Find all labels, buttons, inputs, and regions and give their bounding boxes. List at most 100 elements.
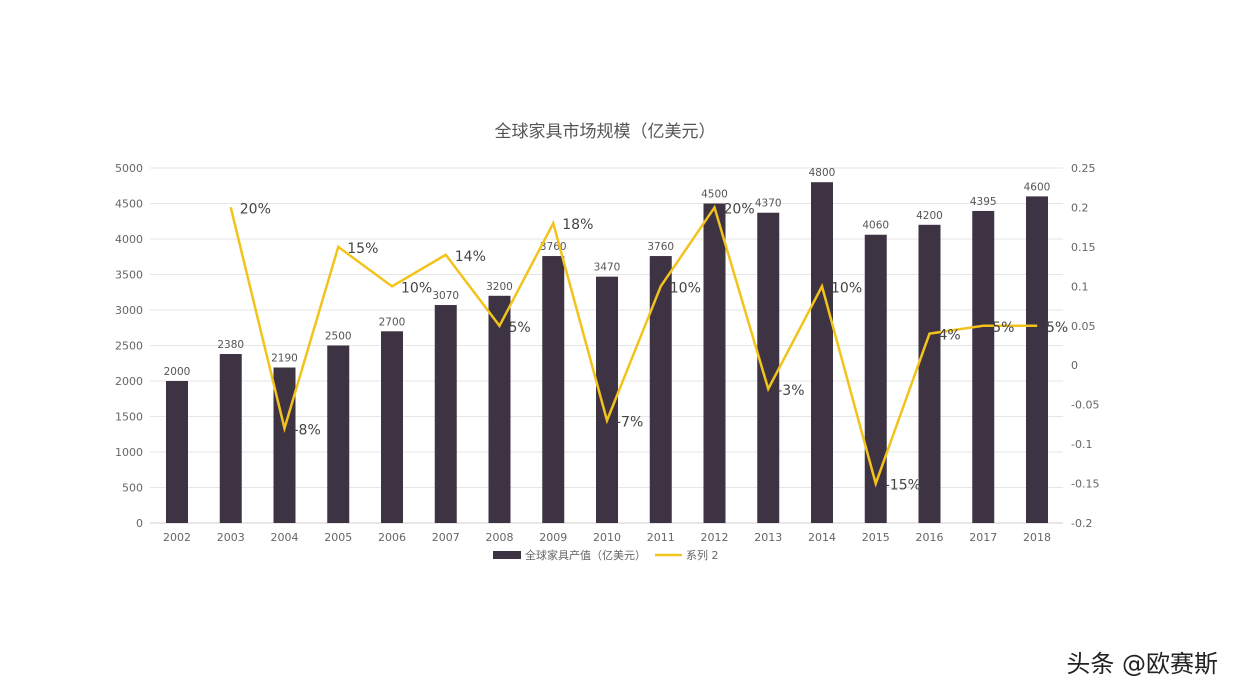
line-series: 20% -8% 15% 10% 14% 5% 18% -7% 10% 20% -3% 10% -15% 4… xyxy=(229,201,1068,494)
bar xyxy=(327,345,350,523)
bar xyxy=(811,182,833,523)
bar-data-label: 3200 xyxy=(486,281,513,293)
bar-data-label: 3760 xyxy=(647,241,674,253)
line-point xyxy=(284,427,285,429)
bar xyxy=(703,203,726,523)
y-left-tick-label: 0 xyxy=(136,517,143,530)
bar-data-label: 4500 xyxy=(701,189,728,201)
y-left-tick-label: 500 xyxy=(122,482,143,495)
bar xyxy=(649,256,672,523)
y-left-tick-label: 4000 xyxy=(115,233,143,246)
x-tick-label: 2008 xyxy=(486,531,514,544)
bar-data-label: 3470 xyxy=(594,262,621,274)
y-left-tick-label: 2500 xyxy=(115,340,143,353)
bar xyxy=(434,305,457,523)
x-tick-label: 2014 xyxy=(808,531,836,544)
line-data-label: 4% xyxy=(939,328,961,344)
x-tick-label: 2004 xyxy=(271,531,299,544)
x-tick-label: 2016 xyxy=(916,531,944,544)
bar xyxy=(757,212,780,524)
x-tick-label: 2007 xyxy=(432,531,460,544)
line-data-label: 10% xyxy=(831,280,862,296)
line-point xyxy=(552,222,554,224)
line-data-label: 5% xyxy=(1046,320,1068,336)
y-left-tick-label: 4500 xyxy=(115,198,143,211)
y-left-tick-label: 1000 xyxy=(115,446,143,459)
y-right-tick-label: 0.15 xyxy=(1071,241,1096,254)
bar xyxy=(864,234,887,524)
line-point xyxy=(337,246,339,248)
line-point xyxy=(660,285,662,287)
bar xyxy=(273,367,296,523)
line-point xyxy=(391,285,393,287)
y-right-tick-label: 0.05 xyxy=(1071,320,1096,333)
bars: 2000238021902500270030703200376034703760… xyxy=(164,167,1050,524)
line-point xyxy=(875,483,877,485)
bar-data-label: 2380 xyxy=(217,339,244,351)
x-tick-label: 2003 xyxy=(217,531,245,544)
line-data-label: 10% xyxy=(670,280,701,296)
y-right-tick-label: -0.2 xyxy=(1071,517,1092,530)
bar-data-label: 2190 xyxy=(271,353,298,365)
bar-data-label: 2000 xyxy=(164,366,191,378)
x-tick-label: 2011 xyxy=(647,531,675,544)
line-path xyxy=(229,204,1037,488)
bar xyxy=(1026,196,1048,523)
line-point xyxy=(230,206,232,208)
line-data-label: 15% xyxy=(347,241,378,257)
y-left-tick-label: 3500 xyxy=(115,269,143,282)
line-data-label: -8% xyxy=(294,422,321,438)
line-point xyxy=(982,325,984,327)
chart-title: 全球家具市场规模（亿美元） xyxy=(495,122,716,142)
bar xyxy=(166,381,188,523)
y-left-tick-label: 5000 xyxy=(115,162,143,175)
line-data-label: -15% xyxy=(885,478,921,494)
x-tick-label: 2002 xyxy=(163,531,191,544)
x-tick-label: 2015 xyxy=(862,531,890,544)
y-left-tick-label: 3000 xyxy=(115,304,143,317)
y-right-tick-label: 0.1 xyxy=(1071,280,1089,293)
legend-label-bar: 全球家具产值（亿美元） xyxy=(525,548,646,562)
line-data-label: 20% xyxy=(724,201,755,217)
bar-data-label: 2700 xyxy=(379,316,406,328)
line-data-label: 18% xyxy=(562,217,593,233)
y-right-tick-label: 0.25 xyxy=(1071,162,1096,175)
y-right-tick-label: -0.1 xyxy=(1071,438,1092,451)
x-tick-label: 2009 xyxy=(539,531,567,544)
y-left-tick-label: 1500 xyxy=(115,411,143,424)
x-tick-label: 2005 xyxy=(324,531,352,544)
line-point xyxy=(929,333,930,335)
x-tick-label: 2010 xyxy=(593,531,621,544)
y-right-tick-label: 0.2 xyxy=(1071,201,1089,214)
line-data-label: 5% xyxy=(992,320,1014,336)
x-tick-label: 2013 xyxy=(754,531,782,544)
line-point xyxy=(714,206,715,208)
line-data-label: 20% xyxy=(240,201,271,217)
bar-data-label: 2500 xyxy=(325,331,352,343)
y-right-tick-label: 0 xyxy=(1071,359,1078,372)
bar xyxy=(972,210,995,523)
line-data-label: -3% xyxy=(777,383,804,399)
bar-data-label: 3070 xyxy=(432,290,459,302)
line-point xyxy=(767,388,769,390)
line-point xyxy=(821,285,823,287)
x-tick-label: 2018 xyxy=(1023,531,1051,544)
legend-label-line: 系列 2 xyxy=(686,548,719,562)
bar xyxy=(542,256,565,523)
y-right-tick-label: -0.05 xyxy=(1071,399,1099,412)
bar-data-label: 4800 xyxy=(809,167,836,179)
axes: 0 500 1000 1500 2000 2500 3000 3500 4000 4500 5000… xyxy=(115,162,1099,544)
line-data-label: -7% xyxy=(616,414,643,430)
bar-data-label: 4395 xyxy=(970,196,997,208)
watermark: 头条 @欧赛斯 xyxy=(1066,650,1218,678)
bar-data-label: 4060 xyxy=(862,220,889,232)
bar xyxy=(219,354,242,523)
line-point xyxy=(499,325,500,327)
bar xyxy=(488,295,511,523)
y-left-tick-label: 2000 xyxy=(115,375,143,388)
bar xyxy=(596,276,618,523)
line-point xyxy=(445,254,447,256)
line-data-label: 14% xyxy=(455,249,486,265)
line-data-label: 5% xyxy=(509,320,531,336)
